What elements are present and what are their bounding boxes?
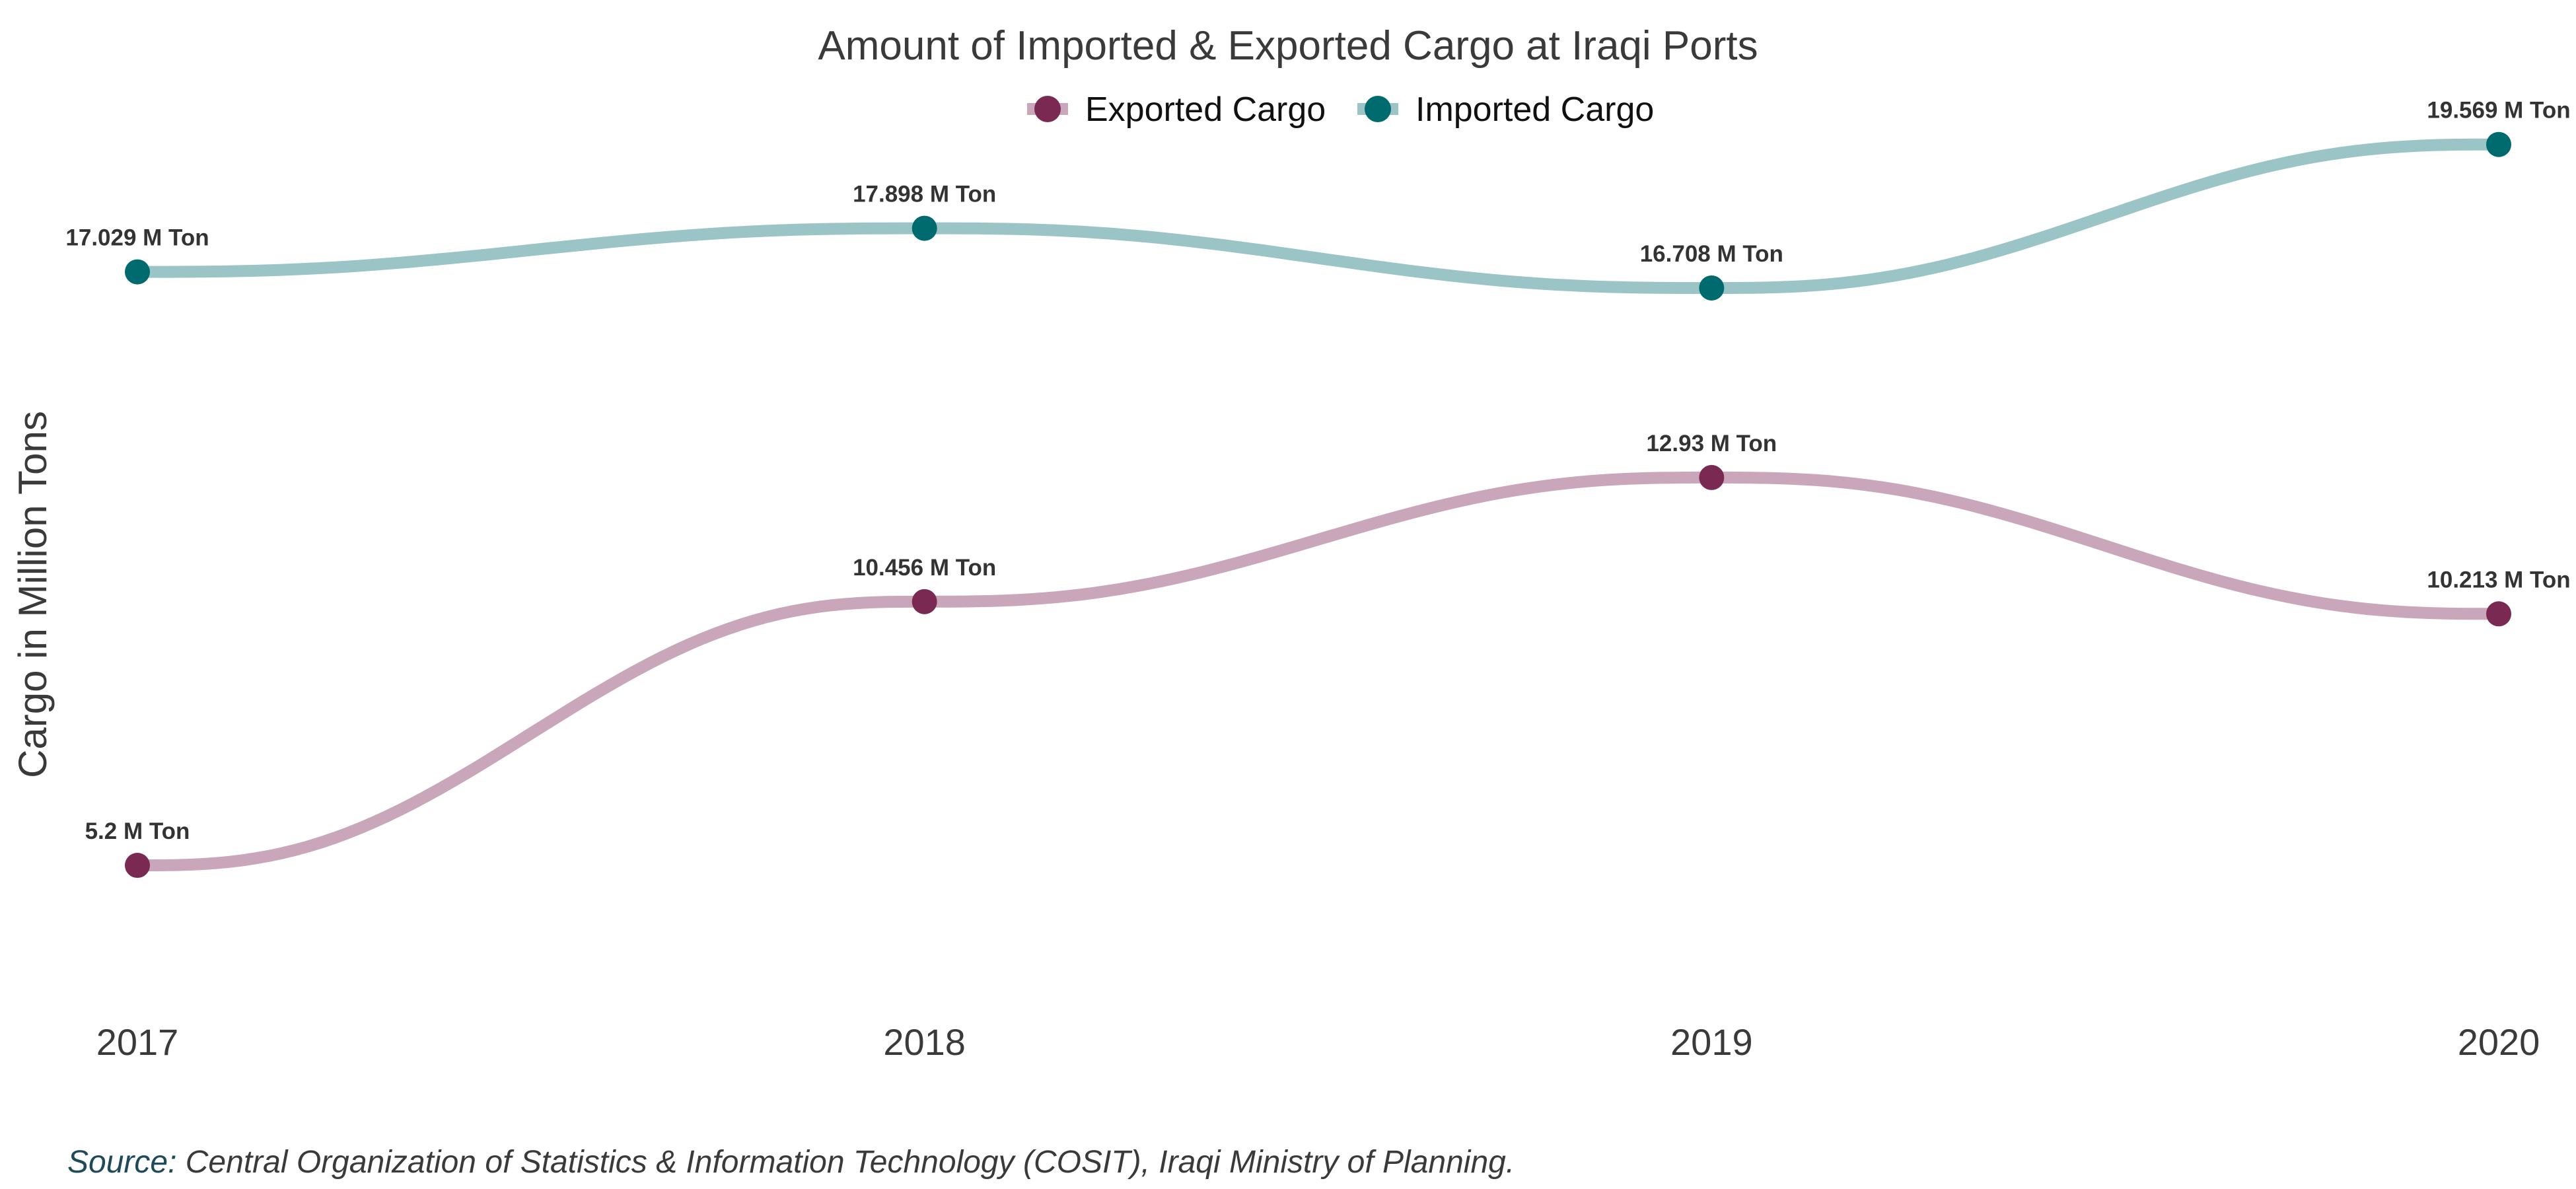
data-label-imported-cargo: 17.898 M Ton xyxy=(853,182,996,207)
data-point-exported-cargo xyxy=(912,589,937,614)
source-label: Source: xyxy=(67,1145,176,1180)
legend-swatch-point xyxy=(1034,96,1061,122)
x-tick-label: 2019 xyxy=(1670,1021,1753,1063)
series-exported-cargo: 5.2 M Ton 10.456 M Ton 12.93 M Ton 10.213 M… xyxy=(85,431,2571,879)
data-point-imported-cargo xyxy=(125,259,150,285)
x-axis: 2017 2018 2019 2020 xyxy=(96,1021,2540,1063)
chart-title: Amount of Imported & Exported Cargo at I… xyxy=(818,23,1758,69)
source-text: Central Organization of Statistics & Inf… xyxy=(176,1145,1515,1180)
data-point-exported-cargo xyxy=(125,853,150,879)
data-point-imported-cargo xyxy=(2486,131,2511,157)
series-layer: 5.2 M Ton 10.456 M Ton 12.93 M Ton 10.213 M… xyxy=(65,98,2571,879)
legend-label: Exported Cargo xyxy=(1085,90,1326,129)
source-note: Source: Central Organization of Statisti… xyxy=(67,1145,1515,1180)
data-point-exported-cargo xyxy=(2486,601,2511,627)
legend-swatch-point xyxy=(1365,96,1391,122)
x-tick-label: 2017 xyxy=(96,1021,179,1063)
x-tick-label: 2020 xyxy=(2458,1021,2540,1063)
series-imported-cargo: 17.029 M Ton 17.898 M Ton 16.708 M Ton 19.5… xyxy=(65,98,2571,301)
data-label-exported-cargo: 10.213 M Ton xyxy=(2427,567,2570,593)
data-point-imported-cargo xyxy=(1699,275,1725,301)
legend-item-exported-cargo: Exported Cargo xyxy=(1027,90,1326,129)
data-label-imported-cargo: 17.029 M Ton xyxy=(65,225,209,251)
legend-label: Imported Cargo xyxy=(1415,90,1654,129)
legend-item-imported-cargo: Imported Cargo xyxy=(1357,90,1654,129)
data-point-imported-cargo xyxy=(912,215,937,241)
data-label-exported-cargo: 10.456 M Ton xyxy=(853,555,996,581)
data-point-exported-cargo xyxy=(1699,464,1725,490)
y-axis-label: Cargo in Million Tons xyxy=(11,411,55,778)
x-tick-label: 2018 xyxy=(883,1021,966,1063)
data-label-imported-cargo: 16.708 M Ton xyxy=(1640,241,1783,267)
data-label-imported-cargo: 19.569 M Ton xyxy=(2427,98,2570,124)
series-line-imported-cargo xyxy=(131,138,2505,294)
legend: Exported Cargo Imported Cargo xyxy=(1027,90,1654,129)
data-label-exported-cargo: 5.2 M Ton xyxy=(85,818,190,844)
series-line-exported-cargo xyxy=(131,471,2505,871)
data-label-exported-cargo: 12.93 M Ton xyxy=(1646,431,1777,456)
